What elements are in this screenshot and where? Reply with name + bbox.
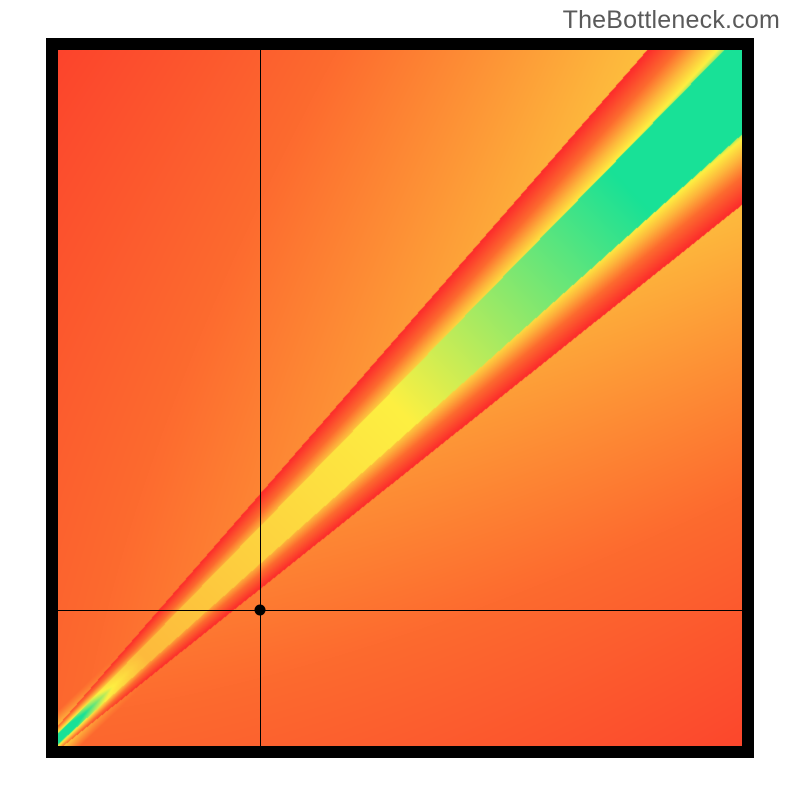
crosshair-vertical xyxy=(260,50,261,746)
crosshair-horizontal xyxy=(58,610,742,611)
crosshair-marker xyxy=(254,605,265,616)
chart-frame xyxy=(46,38,754,758)
watermark-text: TheBottleneck.com xyxy=(563,6,780,35)
bottleneck-heatmap xyxy=(58,50,742,746)
